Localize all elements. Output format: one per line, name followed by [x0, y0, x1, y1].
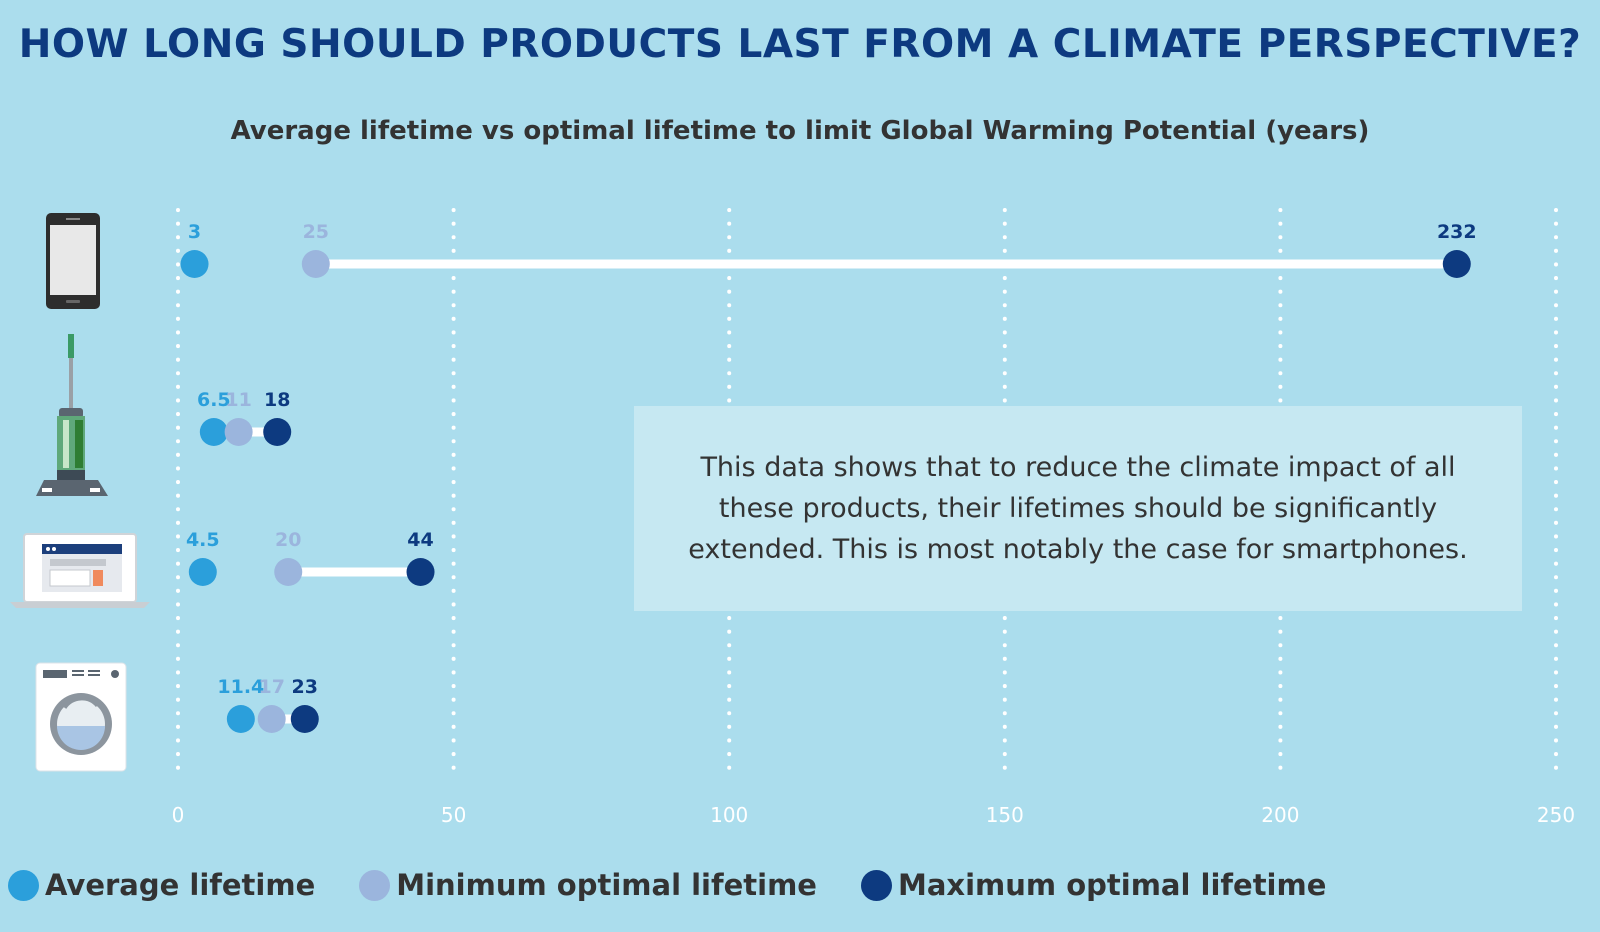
- laptop-icon: [10, 533, 150, 608]
- maximum-label-notebook: 44: [407, 529, 433, 551]
- legend-item-average: Average lifetime: [8, 868, 315, 902]
- maximum-point-vacuum-cleaner: [263, 418, 292, 446]
- average-point-notebook: [188, 558, 217, 586]
- legend-dot-maximum: [860, 869, 892, 901]
- legend-item-maximum: Maximum optimal lifetime: [860, 868, 1327, 902]
- minimum-point-washing-machine: [257, 705, 286, 733]
- x-tick-label-200: 200: [1261, 803, 1299, 827]
- average-label-notebook: 4.5: [186, 529, 220, 551]
- average-point-smartphone: [180, 250, 209, 278]
- minimum-point-notebook: [274, 558, 303, 586]
- minimum-point-smartphone: [301, 250, 330, 278]
- minimum-label-smartphone: 25: [303, 221, 329, 243]
- legend-dot-average: [8, 869, 39, 901]
- x-tick-label-50: 50: [441, 803, 466, 827]
- legend: Average lifetime Minimum optimal lifetim…: [8, 868, 1370, 902]
- average-point-vacuum-cleaner: [199, 418, 228, 446]
- chart-subtitle: Average lifetime vs optimal lifetime to …: [230, 116, 1370, 146]
- x-tick-label-250: 250: [1537, 803, 1575, 827]
- minimum-label-notebook: 20: [275, 529, 301, 551]
- average-label-vacuum-cleaner: 6.5: [197, 389, 231, 411]
- maximum-point-washing-machine: [290, 705, 319, 733]
- maximum-label-washing-machine: 23: [292, 676, 318, 698]
- x-tick-label-0: 0: [172, 803, 185, 827]
- maximum-point-notebook: [406, 558, 435, 586]
- average-label-smartphone: 3: [188, 221, 201, 243]
- average-point-washing-machine: [226, 705, 255, 733]
- legend-dot-minimum: [359, 869, 391, 901]
- washing-machine-icon: [35, 662, 127, 772]
- x-tick-label-100: 100: [710, 803, 748, 827]
- smartphone-icon: [46, 213, 100, 309]
- minimum-label-washing-machine: 17: [258, 676, 284, 698]
- legend-label-average: Average lifetime: [45, 868, 316, 902]
- chart-title: HOW LONG SHOULD PRODUCTS LAST FROM A CLI…: [18, 22, 1582, 67]
- minimum-point-vacuum-cleaner: [224, 418, 253, 446]
- average-label-washing-machine: 11.4: [217, 676, 264, 698]
- maximum-label-smartphone: 232: [1437, 221, 1477, 243]
- annotation-text: This data shows that to reduce the clima…: [688, 452, 1468, 565]
- legend-item-minimum: Minimum optimal lifetime: [359, 868, 817, 902]
- x-tick-label-150: 150: [986, 803, 1024, 827]
- annotation-box: This data shows that to reduce the clima…: [634, 406, 1522, 611]
- legend-label-maximum: Maximum optimal lifetime: [897, 868, 1327, 902]
- minimum-label-vacuum-cleaner: 11: [225, 389, 251, 411]
- vacuum-cleaner-icon: [36, 334, 108, 496]
- legend-label-minimum: Minimum optimal lifetime: [396, 868, 817, 902]
- maximum-label-vacuum-cleaner: 18: [264, 389, 290, 411]
- maximum-point-smartphone: [1442, 250, 1471, 278]
